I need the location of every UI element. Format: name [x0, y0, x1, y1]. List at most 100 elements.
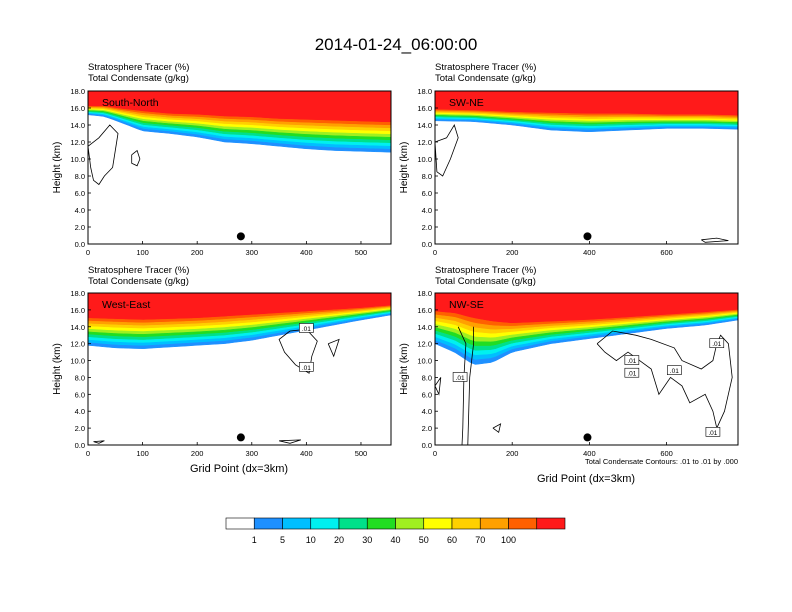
- colorbar-swatch: [536, 517, 566, 530]
- colorbar-swatch: [395, 517, 425, 530]
- x-tick-label: 400: [300, 248, 313, 257]
- y-tick-label: 4.0: [422, 206, 432, 215]
- y-tick-label: 16.0: [417, 104, 432, 113]
- condensate-contour: [279, 439, 302, 444]
- panel-sw-ne: Stratosphere Tracer (%) Total Condensate…: [399, 62, 739, 257]
- y-tick-label: 0.0: [422, 441, 432, 450]
- colorbar-label: 1: [252, 535, 257, 545]
- y-axis-label: Height (km): [52, 142, 63, 194]
- y-tick-label: 8.0: [422, 172, 432, 181]
- colorbar-label: 40: [390, 535, 400, 545]
- contour-label-box: [709, 338, 725, 348]
- contour-label-box: [624, 367, 640, 378]
- panel-label: South-North: [102, 97, 159, 109]
- plot-frame: [434, 292, 739, 446]
- colorbar-swatch: [423, 517, 453, 530]
- condensate-contour: [434, 124, 459, 177]
- condensate-contour: [87, 124, 119, 186]
- y-axis-label: Height (km): [399, 142, 410, 194]
- contour-label-box: [624, 355, 640, 365]
- panel-title-line2: Total Condensate (g/kg): [88, 276, 189, 287]
- y-tick-label: 16.0: [417, 306, 432, 315]
- condensate-contour: [278, 328, 318, 374]
- y-tick-label: 18.0: [70, 87, 85, 96]
- x-tick-label: 400: [300, 449, 313, 458]
- y-tick-label: 12.0: [70, 340, 85, 349]
- y-tick-label: 10.0: [70, 357, 85, 366]
- plot-frame: [87, 292, 392, 446]
- x-tick-label: 0: [86, 449, 90, 458]
- panel-title-line2: Total Condensate (g/kg): [88, 73, 189, 84]
- y-tick-label: 14.0: [70, 323, 85, 332]
- colorbar-swatch: [282, 517, 312, 530]
- x-tick-label: 100: [136, 248, 149, 257]
- y-tick-label: 2.0: [75, 424, 85, 433]
- plot-frame: [87, 90, 392, 245]
- x-tick-label: 0: [86, 248, 90, 257]
- panel-title-line1: Stratosphere Tracer (%): [435, 265, 536, 276]
- figure-title: 2014-01-24_06:00:00: [315, 35, 478, 54]
- y-tick-label: 16.0: [70, 306, 85, 315]
- y-tick-label: 18.0: [417, 289, 432, 298]
- y-tick-label: 14.0: [70, 121, 85, 130]
- y-tick-label: 14.0: [417, 323, 432, 332]
- contour-label: .01: [712, 341, 721, 348]
- y-axis-label: Height (km): [52, 343, 63, 395]
- y-axis-label: Height (km): [399, 343, 410, 395]
- colorbar-swatch: [253, 517, 283, 530]
- colorbar-swatch: [479, 517, 509, 530]
- x-tick-label: 300: [246, 248, 259, 257]
- colorbar-label: 50: [419, 535, 429, 545]
- contour-label-box: [299, 362, 314, 372]
- plot-frame: [434, 90, 739, 245]
- location-marker: [236, 232, 245, 241]
- panel-label: SW-NE: [449, 97, 484, 109]
- x-tick-label: 200: [506, 248, 519, 257]
- y-tick-label: 10.0: [70, 155, 85, 164]
- panel-south-north: Stratosphere Tracer (%) Total Condensate…: [52, 62, 392, 257]
- contour-label: .01: [627, 358, 636, 365]
- contour-label: .01: [708, 430, 717, 437]
- condensate-contour: [492, 423, 502, 433]
- y-tick-label: 12.0: [417, 138, 432, 147]
- y-tick-label: 8.0: [75, 172, 85, 181]
- colorbar-swatch: [310, 517, 340, 530]
- colorbar-label: 100: [501, 535, 516, 545]
- x-tick-label: 0: [433, 449, 437, 458]
- y-tick-label: 0.0: [75, 441, 85, 450]
- x-tick-label: 100: [136, 449, 149, 458]
- x-axis-label-left: Grid Point (dx=3km): [190, 463, 288, 475]
- colorbar-label: 70: [475, 535, 485, 545]
- y-tick-label: 2.0: [75, 223, 85, 232]
- y-tick-label: 10.0: [417, 357, 432, 366]
- plot-area-sw-ne: SW-NE 0.0 2.0 4.0 6.0 8.0 10.0 12.0 14.0 16.0 18.0…: [399, 87, 739, 257]
- x-tick-label: 0: [433, 248, 437, 257]
- y-tick-label: 6.0: [75, 189, 85, 198]
- x-axis-label-right: Grid Point (dx=3km): [537, 473, 635, 485]
- y-tick-label: 12.0: [70, 138, 85, 147]
- contour-label-box: [452, 372, 468, 382]
- panel-title-line2: Total Condensate (g/kg): [435, 73, 536, 84]
- colorbar-swatch: [508, 517, 538, 530]
- contour-label: .01: [670, 368, 679, 375]
- panel-title-line1: Stratosphere Tracer (%): [88, 62, 189, 73]
- plot-area-west-east: .01 .01 West-East 0.0 2.0 4.0 6.0 8.0 10.0 12.0 14…: [52, 289, 392, 458]
- condensate-contour: [596, 330, 733, 430]
- x-tick-label: 500: [355, 248, 368, 257]
- colorbar-swatch: [225, 517, 255, 530]
- y-tick-label: 6.0: [75, 390, 85, 399]
- contour-label-box: [705, 427, 721, 437]
- contour-note: Total Condensate Contours: .01 to .01 by…: [585, 457, 738, 466]
- x-tick-label: 200: [191, 248, 204, 257]
- panel-label: West-East: [102, 299, 150, 311]
- colorbar-swatch: [451, 517, 481, 530]
- x-tick-label: 200: [191, 449, 204, 458]
- colorbar-label: 30: [362, 535, 372, 545]
- panel-title-line1: Stratosphere Tracer (%): [435, 62, 536, 73]
- colorbar-label: 20: [334, 535, 344, 545]
- condensate-contour: [701, 237, 729, 243]
- condensate-contour: [93, 440, 105, 444]
- panel-nw-se: Stratosphere Tracer (%) Total Condensate…: [399, 265, 739, 466]
- x-tick-label: 500: [355, 449, 368, 458]
